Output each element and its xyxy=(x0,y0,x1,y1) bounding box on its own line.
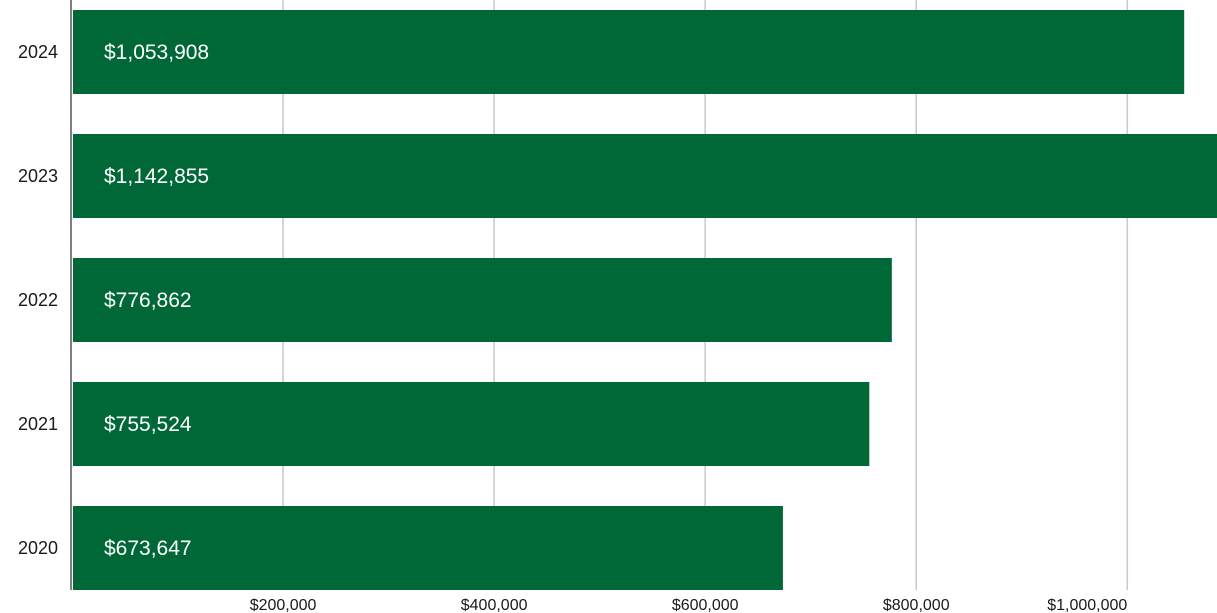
bar-2022 xyxy=(73,258,892,342)
x-tick-label-2: $600,000 xyxy=(672,597,739,613)
bar-2020 xyxy=(73,506,783,590)
value-label-2023: $1,142,855 xyxy=(104,165,209,188)
bar-2021 xyxy=(73,382,870,466)
x-tick-label-1: $400,000 xyxy=(461,597,528,613)
category-label-2024: 2024 xyxy=(18,42,58,62)
value-label-2021: $755,524 xyxy=(104,413,192,436)
bars xyxy=(73,10,1217,590)
category-labels: 2024 2023 2022 2021 2020 xyxy=(18,42,58,558)
value-label-2024: $1,053,908 xyxy=(104,41,209,64)
bar-2024 xyxy=(73,10,1185,94)
category-label-2020: 2020 xyxy=(18,538,58,558)
category-label-2022: 2022 xyxy=(18,290,58,310)
x-tick-label-3: $800,000 xyxy=(883,597,950,613)
bar-2023 xyxy=(73,134,1217,218)
category-label-2023: 2023 xyxy=(18,166,58,186)
x-tick-labels: $200,000 $400,000 $600,000 $800,000 $1,000,0… xyxy=(250,597,1128,613)
x-tick-label-0: $200,000 xyxy=(250,597,317,613)
value-label-2022: $776,862 xyxy=(104,289,192,312)
x-tick-label-4: $1,000,000 xyxy=(1047,597,1127,613)
value-label-2020: $673,647 xyxy=(104,537,192,560)
value-labels: $1,053,908 $1,142,855 $776,862 $755,524 $673… xyxy=(104,41,209,560)
category-label-2021: 2021 xyxy=(18,414,58,434)
